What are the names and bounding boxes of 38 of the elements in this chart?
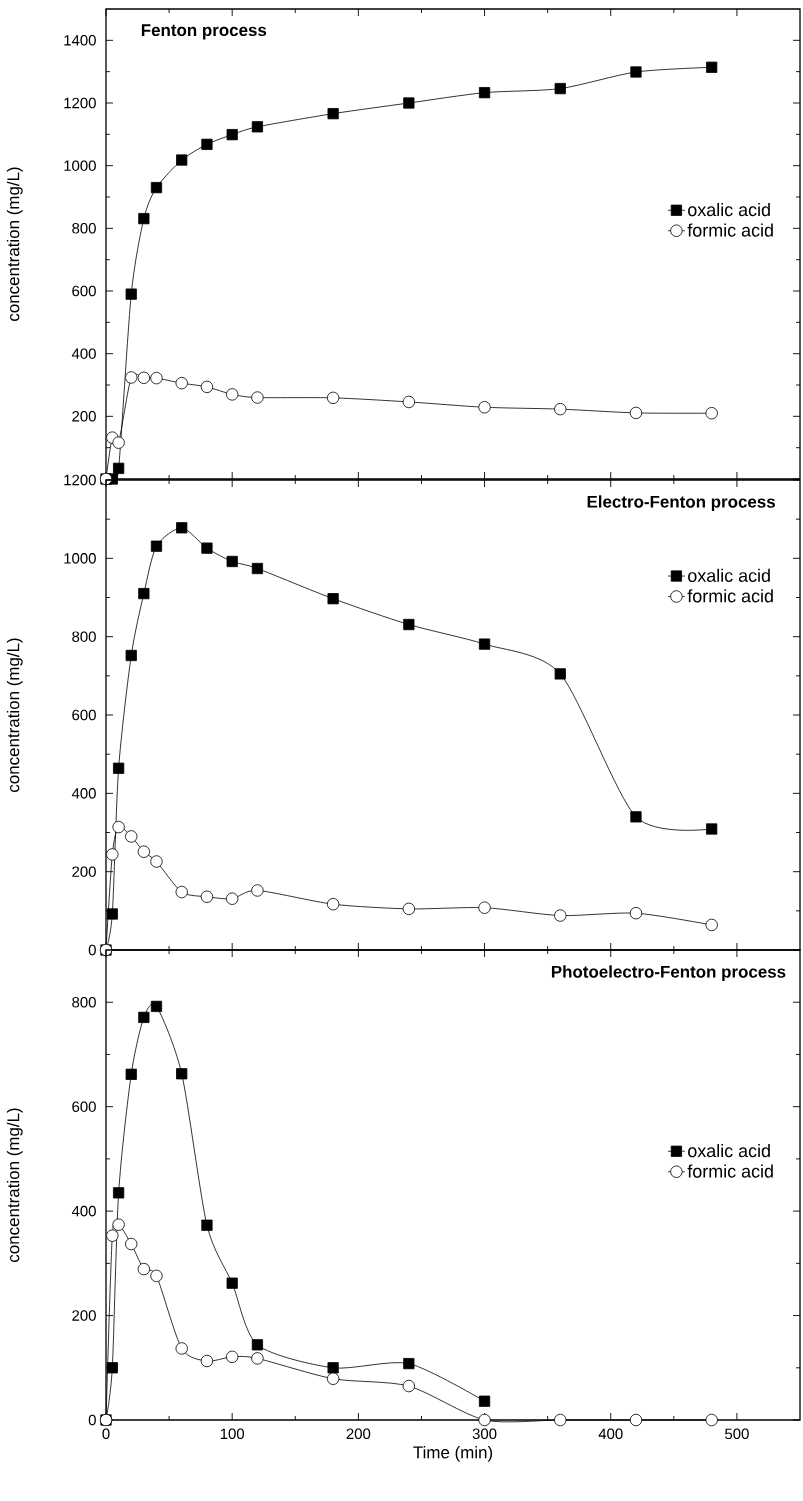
y-axis-title: concentration (mg/L)	[6, 638, 23, 792]
legend-label: oxalic acid	[688, 203, 770, 217]
y-tick-label: 1400	[64, 35, 96, 46]
y-tick-label: 200	[72, 1310, 96, 1321]
legend-label: oxalic acid	[688, 568, 770, 582]
y-tick-label: 1200	[64, 97, 96, 109]
y-tick-label: 800	[72, 996, 96, 1008]
y-tick-label: 400	[71, 348, 96, 359]
x-axis-title: Time (min)	[413, 1445, 493, 1462]
y-axis-title: concentration (mg/L)	[6, 167, 23, 321]
x-tick-label: 200	[346, 1428, 371, 1440]
x-tick-label: 0	[102, 1428, 110, 1440]
y-tick-label: 800	[72, 631, 96, 642]
legend-label: formic acid	[687, 589, 773, 603]
y-tick-label: 200	[72, 411, 96, 422]
x-tick-label: 500	[725, 1428, 749, 1440]
x-tick-label: 100	[220, 1428, 245, 1440]
x-tick-label: 300	[472, 1428, 497, 1440]
y-tick-label: 800	[72, 223, 96, 234]
y-tick-label: 200	[72, 866, 96, 877]
y-tick-label: 400	[71, 1205, 96, 1217]
y-tick-label: 600	[72, 1101, 96, 1112]
x-tick-label: 400	[598, 1428, 623, 1440]
y-tick-label: 400	[71, 788, 96, 799]
legend-label: oxalic acid	[688, 1144, 770, 1158]
y-tick-label: 1000	[64, 553, 96, 564]
y-tick-label: 0	[88, 1414, 96, 1426]
legend-label: formic acid	[687, 223, 773, 237]
y-tick-label: 1000	[64, 160, 96, 171]
y-tick-label: 600	[72, 285, 96, 297]
y-axis-title: concentration (mg/L)	[6, 1108, 23, 1262]
legend-label: formic acid	[687, 1164, 773, 1178]
y-tick-label: 600	[72, 709, 96, 721]
text: Photoelectro-Fenton process	[551, 965, 786, 982]
text: Electro-Fenton process	[587, 495, 775, 512]
text: Fenton process	[141, 24, 267, 40]
y-tick-label: 0	[88, 944, 96, 956]
y-tick-label: 1200	[64, 474, 96, 486]
